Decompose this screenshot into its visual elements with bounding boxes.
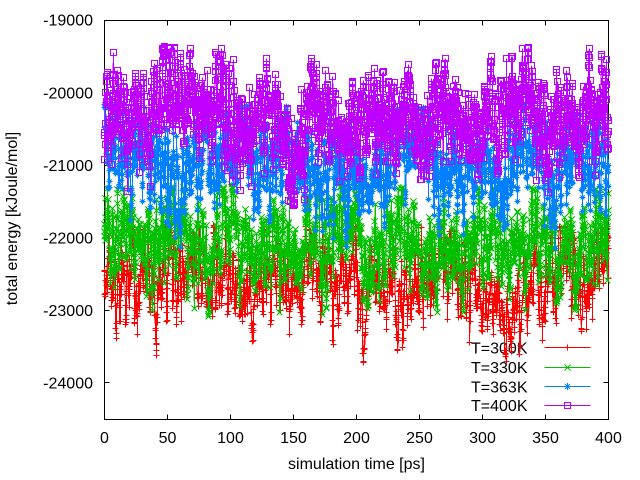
svg-text:T=400K: T=400K (471, 398, 528, 415)
svg-text:100: 100 (217, 430, 244, 447)
svg-text:200: 200 (343, 430, 370, 447)
svg-text:-22000: -22000 (43, 231, 93, 248)
svg-text:-20000: -20000 (43, 85, 93, 102)
svg-text:-19000: -19000 (43, 13, 93, 30)
svg-text:0: 0 (100, 430, 109, 447)
svg-text:-24000: -24000 (43, 376, 93, 393)
svg-text:250: 250 (406, 430, 433, 447)
svg-text:total energy [kJoule/mol]: total energy [kJoule/mol] (4, 132, 21, 305)
svg-text:T=363K: T=363K (471, 380, 528, 397)
svg-text:350: 350 (532, 430, 559, 447)
svg-text:T=300K: T=300K (471, 341, 528, 358)
svg-text:simulation time [ps]: simulation time [ps] (288, 456, 425, 473)
svg-text:T=330K: T=330K (471, 360, 528, 377)
svg-text:-23000: -23000 (43, 303, 93, 320)
svg-text:300: 300 (469, 430, 496, 447)
svg-text:-21000: -21000 (43, 158, 93, 175)
svg-text:150: 150 (280, 430, 307, 447)
svg-text:50: 50 (159, 430, 177, 447)
svg-text:400: 400 (595, 430, 622, 447)
